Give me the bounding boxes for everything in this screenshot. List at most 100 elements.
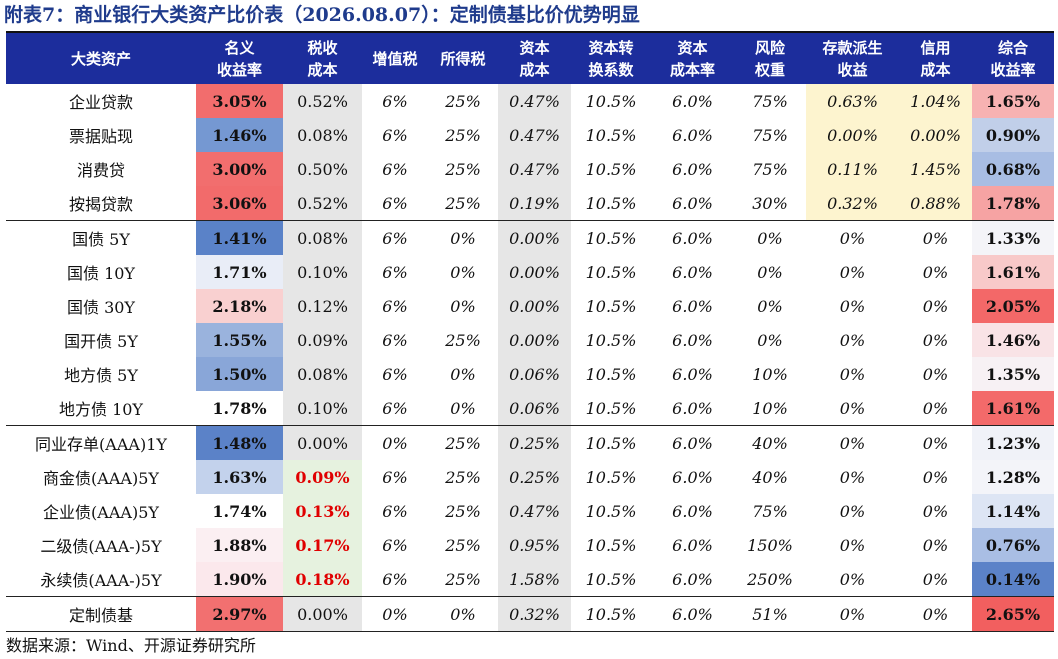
column-header-line: 税收 — [307, 38, 338, 57]
column-header: 增值税 — [362, 33, 428, 84]
cell-conv: 10.5% — [585, 262, 637, 282]
cell-cap-rate: 6.0% — [672, 228, 713, 248]
cell-name: 国开债 5Y — [64, 332, 138, 351]
cell-name: 永续债(AAA-)5Y — [40, 571, 162, 590]
column-header: 资本转 换系数 — [571, 33, 651, 84]
cell-conv: 10.5% — [585, 159, 637, 179]
cell-tax: 0.09% — [283, 460, 362, 494]
cell-cap-rate: 6.0% — [672, 604, 713, 624]
cell-name: 定制债基 — [68, 606, 133, 625]
cell-capital-cost: 0.00% — [498, 323, 571, 357]
cell-deposit: 0% — [839, 398, 866, 418]
cell-conv: 10.5% — [585, 604, 637, 624]
page-title: 附表7：商业银行大类资产比价表（2026.08.07）：定制债基比价优势明显 — [4, 4, 640, 26]
cell-name: 国债 30Y — [66, 298, 135, 317]
cell-income-tax: 25% — [445, 467, 481, 487]
cell-income-tax: 25% — [445, 193, 481, 213]
cell-cap-rate: 6.0% — [672, 193, 713, 213]
cell-vat: 0% — [382, 433, 408, 453]
column-header: 资本 成本率 — [651, 33, 734, 84]
cell-tax: 0.10% — [283, 391, 362, 425]
cell-vat: 6% — [382, 535, 408, 555]
cell-conv: 10.5% — [585, 125, 637, 145]
cell-deposit: 0% — [839, 569, 866, 589]
cell-vat: 6% — [382, 159, 408, 179]
table-row: 票据贴现 1.46% 0.08% 6% 25% 0.47% 10.5% 6.0% 75% 0.00… — [6, 118, 1054, 152]
cell-deposit: 0% — [839, 535, 866, 555]
cell-total: 1.46% — [972, 323, 1054, 357]
cell-vat: 6% — [382, 296, 408, 316]
column-header-line: 成本率 — [669, 60, 715, 79]
cell-total: 0.90% — [972, 118, 1054, 152]
cell-nominal: 1.50% — [196, 357, 283, 391]
cell-name: 票据贴现 — [68, 127, 133, 146]
cell-deposit: 0% — [839, 501, 866, 521]
cell-cap-rate: 6.0% — [672, 433, 713, 453]
cell-tax: 0.10% — [283, 255, 362, 289]
cell-vat: 6% — [382, 364, 408, 384]
cell-total: 1.28% — [972, 460, 1054, 494]
cell-total: 1.61% — [972, 391, 1054, 425]
cell-total: 1.35% — [972, 357, 1054, 391]
table-row: 国开债 5Y 1.55% 0.09% 6% 25% 0.00% 10.5% 6.0% 0% 0% 0… — [6, 323, 1054, 357]
table-body: 企业贷款 3.05% 0.52% 6% 25% 0.47% 10.5% 6.0% 75% 0.63… — [6, 84, 1054, 632]
table-header: 大类资产 名义 收益率 税收 成本 增值税 所得税 资本 成本 资本转 换系数 资本 成本率 风险 权重 存款… — [6, 33, 1054, 84]
table-row: 企业债(AAA)5Y 1.74% 0.13% 6% 25% 0.47% 10.5% 6.0% 7… — [6, 494, 1054, 528]
cell-income-tax: 25% — [445, 569, 481, 589]
cell-deposit: 0% — [839, 364, 866, 384]
cell-risk: 10% — [752, 398, 788, 418]
cell-name: 二级债(AAA-)5Y — [40, 537, 162, 556]
cell-vat: 6% — [382, 501, 408, 521]
cell-capital-cost: 0.00% — [498, 255, 571, 289]
column-header: 信用 成本 — [899, 33, 972, 84]
table-bottom-border — [6, 631, 1054, 632]
cell-capital-cost: 0.00% — [498, 221, 571, 255]
cell-total: 1.78% — [972, 186, 1054, 220]
table-row: 永续债(AAA-)5Y 1.90% 0.18% 6% 25% 1.58% 10.5% 6.0%… — [6, 562, 1054, 596]
table-row: 地方债 5Y 1.50% 0.08% 6% 0% 0.06% 10.5% 6.0% 10% 0% 0… — [6, 357, 1054, 391]
cell-nominal: 1.71% — [196, 255, 283, 289]
cell-tax: 0.50% — [283, 152, 362, 186]
cell-tax: 0.18% — [283, 562, 362, 596]
cell-risk: 75% — [752, 501, 788, 521]
column-header-line: 大类资产 — [70, 49, 131, 68]
cell-total: 1.33% — [972, 221, 1054, 255]
cell-credit: 0% — [922, 501, 949, 521]
table-row: 按揭贷款 3.06% 0.52% 6% 25% 0.19% 10.5% 6.0% 30% 0.32… — [6, 186, 1054, 220]
cell-credit: 0% — [922, 535, 949, 555]
cell-tax: 0.08% — [283, 118, 362, 152]
column-header-line: 综合 — [997, 38, 1028, 57]
cell-capital-cost: 0.32% — [498, 597, 571, 631]
cell-deposit: 0% — [839, 296, 866, 316]
cell-capital-cost: 0.00% — [498, 289, 571, 323]
cell-name: 按揭贷款 — [68, 195, 133, 214]
cell-name: 国债 5Y — [72, 230, 130, 249]
cell-capital-cost: 0.06% — [498, 357, 571, 391]
cell-credit: 0% — [922, 433, 949, 453]
cell-vat: 6% — [382, 125, 408, 145]
cell-credit: 0% — [922, 330, 949, 350]
cell-vat: 6% — [382, 262, 408, 282]
cell-name: 地方债 10Y — [58, 400, 143, 419]
column-header-line: 成本 — [307, 60, 338, 79]
cell-nominal: 2.18% — [196, 289, 283, 323]
cell-cap-rate: 6.0% — [672, 296, 713, 316]
cell-conv: 10.5% — [585, 364, 637, 384]
cell-capital-cost: 0.25% — [498, 460, 571, 494]
cell-income-tax: 25% — [445, 330, 481, 350]
cell-conv: 10.5% — [585, 535, 637, 555]
cell-tax: 0.08% — [283, 357, 362, 391]
cell-capital-cost: 0.06% — [498, 391, 571, 425]
column-header-line: 收益率 — [990, 60, 1036, 79]
cell-cap-rate: 6.0% — [672, 262, 713, 282]
asset-comparison-table: 大类资产 名义 收益率 税收 成本 增值税 所得税 资本 成本 资本转 换系数 资本 成本率 风险 权重 存款… — [6, 31, 1054, 632]
cell-nominal: 1.78% — [196, 391, 283, 425]
cell-vat: 6% — [382, 228, 408, 248]
cell-deposit: 0% — [839, 228, 866, 248]
cell-capital-cost: 1.58% — [498, 562, 571, 596]
cell-capital-cost: 0.19% — [498, 186, 571, 220]
column-header: 风险 权重 — [734, 33, 806, 84]
cell-vat: 6% — [382, 398, 408, 418]
cell-conv: 10.5% — [585, 228, 637, 248]
cell-name: 国债 10Y — [66, 264, 135, 283]
